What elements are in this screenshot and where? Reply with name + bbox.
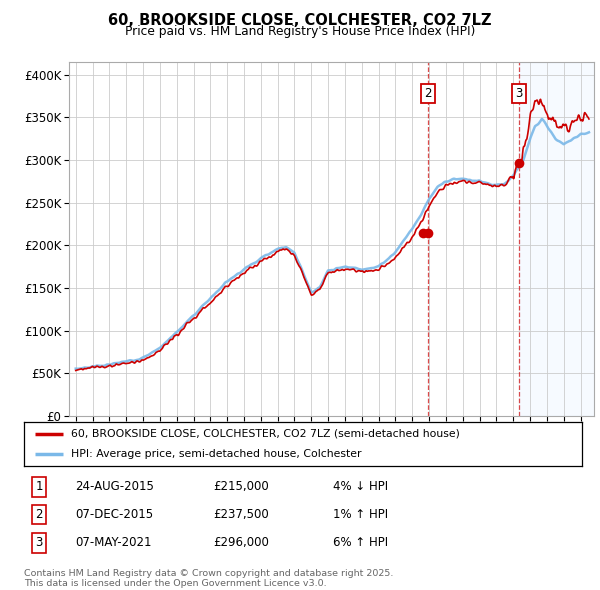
Text: 2: 2: [424, 87, 431, 100]
Text: 1% ↑ HPI: 1% ↑ HPI: [333, 508, 388, 521]
Text: £215,000: £215,000: [213, 480, 269, 493]
Text: £237,500: £237,500: [213, 508, 269, 521]
Text: 3: 3: [515, 87, 523, 100]
Text: £296,000: £296,000: [213, 536, 269, 549]
Text: 6% ↑ HPI: 6% ↑ HPI: [333, 536, 388, 549]
Text: 1: 1: [35, 480, 43, 493]
Text: 4% ↓ HPI: 4% ↓ HPI: [333, 480, 388, 493]
Text: HPI: Average price, semi-detached house, Colchester: HPI: Average price, semi-detached house,…: [71, 449, 362, 459]
Text: 60, BROOKSIDE CLOSE, COLCHESTER, CO2 7LZ: 60, BROOKSIDE CLOSE, COLCHESTER, CO2 7LZ: [108, 13, 492, 28]
Text: 3: 3: [35, 536, 43, 549]
Text: 24-AUG-2015: 24-AUG-2015: [75, 480, 154, 493]
Text: 2: 2: [35, 508, 43, 521]
Bar: [519, 62, 600, 416]
Text: Price paid vs. HM Land Registry's House Price Index (HPI): Price paid vs. HM Land Registry's House …: [125, 25, 475, 38]
Text: Contains HM Land Registry data © Crown copyright and database right 2025.
This d: Contains HM Land Registry data © Crown c…: [24, 569, 394, 588]
Text: 07-DEC-2015: 07-DEC-2015: [75, 508, 153, 521]
Text: 07-MAY-2021: 07-MAY-2021: [75, 536, 151, 549]
Text: 60, BROOKSIDE CLOSE, COLCHESTER, CO2 7LZ (semi-detached house): 60, BROOKSIDE CLOSE, COLCHESTER, CO2 7LZ…: [71, 429, 460, 439]
